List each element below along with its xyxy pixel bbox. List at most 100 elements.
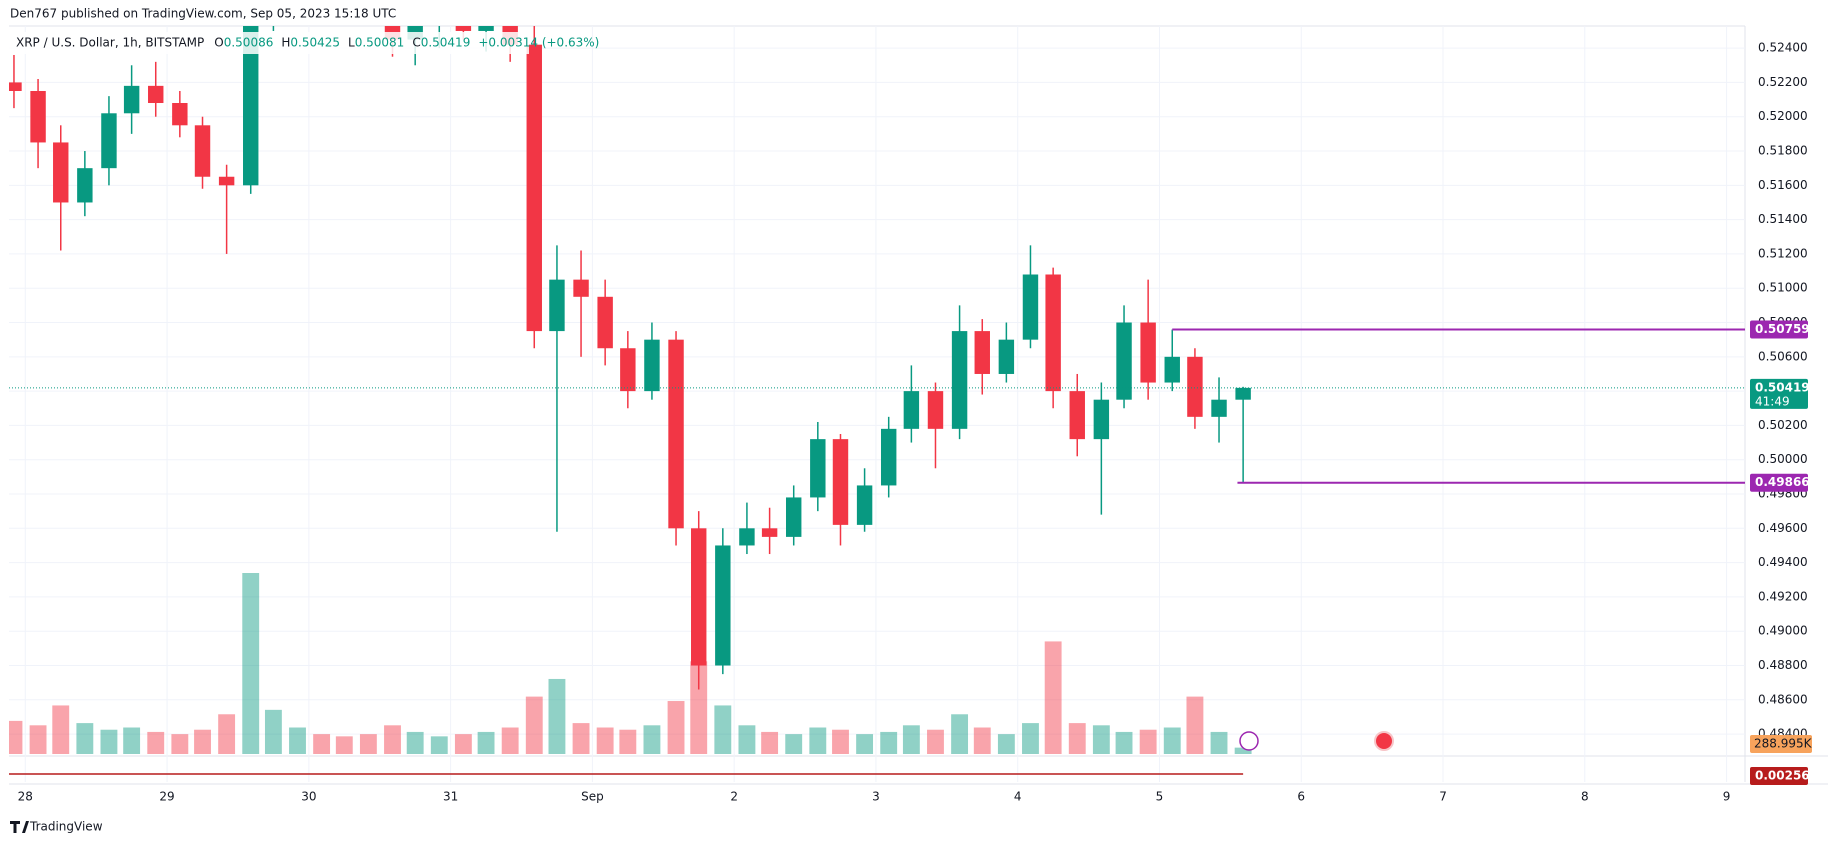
ohlc-key: O bbox=[214, 36, 223, 50]
x-tick-label: 8 bbox=[1581, 790, 1589, 804]
candle-body bbox=[1022, 274, 1039, 340]
volume-bar bbox=[761, 731, 779, 754]
x-tick-label: 5 bbox=[1156, 790, 1164, 804]
candle-body bbox=[1069, 391, 1085, 440]
candle-body bbox=[761, 528, 778, 537]
volume-bar bbox=[714, 705, 732, 754]
volume-bar bbox=[643, 725, 661, 754]
ohlc-value: 0.50425 bbox=[290, 36, 340, 50]
y-tick-label: 0.51600 bbox=[1758, 178, 1808, 192]
candle-body bbox=[243, 26, 259, 186]
y-tick-label: 0.51800 bbox=[1758, 144, 1808, 158]
volume-bar bbox=[997, 734, 1015, 754]
volume-bar bbox=[171, 734, 189, 754]
ohlc-value: 0.50419 bbox=[421, 36, 471, 50]
y-tick-label: 0.50200 bbox=[1758, 418, 1808, 432]
y-tick-label: 0.50600 bbox=[1758, 349, 1808, 363]
volume-bar bbox=[194, 729, 211, 754]
volume-bar bbox=[1210, 731, 1228, 754]
volume-bar bbox=[856, 734, 874, 754]
candle-body bbox=[1235, 387, 1251, 400]
x-tick-label: 6 bbox=[1297, 790, 1305, 804]
last-price-label: 0.50419 bbox=[1755, 380, 1810, 394]
candle-body bbox=[856, 485, 873, 525]
event-icon[interactable] bbox=[1239, 731, 1259, 751]
hline-label-box bbox=[1750, 473, 1808, 492]
volume-bar bbox=[501, 727, 519, 754]
last-price-box bbox=[1750, 378, 1808, 409]
volume-bar bbox=[52, 705, 70, 754]
candle-body bbox=[549, 279, 565, 332]
candle-body bbox=[148, 85, 164, 104]
footer-logo: TradingView bbox=[29, 820, 103, 834]
y-tick-label: 0.49000 bbox=[1758, 624, 1808, 638]
volume-bar bbox=[218, 714, 236, 754]
candle-body bbox=[739, 528, 755, 546]
volume-bar bbox=[690, 661, 708, 754]
volume-bar bbox=[973, 727, 991, 754]
candle-body bbox=[526, 44, 542, 332]
logo-icon bbox=[10, 821, 29, 833]
y-tick-label: 0.51400 bbox=[1758, 212, 1808, 226]
candle-body bbox=[927, 391, 944, 429]
candle-body bbox=[194, 125, 211, 177]
candle-body bbox=[715, 545, 731, 666]
volume-bar bbox=[809, 727, 827, 754]
x-tick-label: 30 bbox=[301, 790, 316, 804]
ohlc-key: L bbox=[348, 36, 355, 50]
indicator-label-box bbox=[1750, 767, 1808, 785]
candle-body bbox=[974, 331, 990, 374]
candle-body bbox=[101, 113, 117, 169]
volume-bar bbox=[264, 709, 282, 754]
volume-bar bbox=[1068, 723, 1086, 754]
volume-bar bbox=[430, 736, 448, 754]
x-tick-label: 3 bbox=[872, 790, 880, 804]
volume-bar bbox=[832, 729, 849, 754]
candle-body bbox=[597, 296, 613, 349]
x-tick-label: 28 bbox=[18, 790, 33, 804]
candle-body bbox=[880, 428, 897, 486]
candle-body bbox=[1116, 322, 1132, 400]
event-icon[interactable] bbox=[1374, 731, 1394, 751]
x-tick-label: 31 bbox=[443, 790, 458, 804]
candle-body bbox=[1164, 356, 1180, 383]
candle-body bbox=[1211, 399, 1227, 417]
volume-bar bbox=[902, 725, 920, 754]
volume-bar bbox=[289, 727, 306, 754]
volume-bar bbox=[525, 696, 543, 754]
candle-body bbox=[810, 439, 826, 498]
candle-body bbox=[785, 497, 802, 537]
candle-body bbox=[1093, 399, 1110, 440]
volume-bar bbox=[76, 723, 94, 754]
candle-body bbox=[832, 439, 849, 525]
candle-body bbox=[1140, 322, 1156, 383]
volume-bar bbox=[313, 734, 331, 754]
volume-bar bbox=[454, 734, 472, 754]
countdown-label: 41:49 bbox=[1755, 394, 1790, 408]
volume-bar bbox=[548, 678, 566, 754]
volume-bar bbox=[572, 723, 590, 754]
volume-bar bbox=[100, 729, 118, 754]
y-tick-label: 0.52000 bbox=[1758, 109, 1808, 123]
candle-body bbox=[123, 85, 140, 114]
candle-body bbox=[620, 348, 636, 392]
candle-body bbox=[691, 528, 707, 666]
symbol-label: XRP / U.S. Dollar, 1h, BITSTAMP bbox=[16, 36, 204, 50]
x-tick-label: 9 bbox=[1723, 790, 1731, 804]
volume-bar bbox=[1163, 727, 1181, 754]
candle-body bbox=[9, 82, 22, 91]
candle-body bbox=[998, 339, 1015, 374]
y-tick-label: 0.49200 bbox=[1758, 589, 1808, 603]
volume-bar bbox=[927, 729, 944, 754]
volume-bar bbox=[123, 727, 141, 754]
candle-body bbox=[30, 90, 46, 143]
y-tick-label: 0.48800 bbox=[1758, 658, 1808, 672]
x-tick-label: Sep bbox=[581, 790, 604, 804]
candle-body bbox=[573, 279, 589, 297]
volume-bar bbox=[738, 725, 756, 754]
volume-bar bbox=[951, 714, 969, 754]
candle-body bbox=[172, 103, 188, 126]
candle-body bbox=[478, 26, 494, 31]
